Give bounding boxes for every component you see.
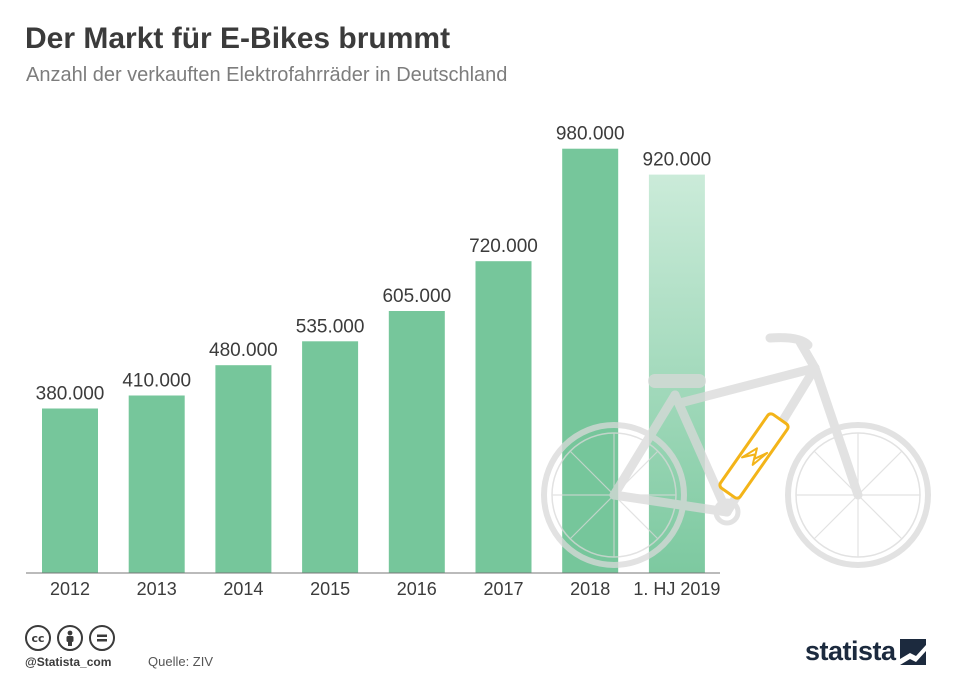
bar-chart: 380.000 2012 410.000 2013 480.000 2014 535.000… [26, 124, 931, 599]
statista-mark-icon [899, 638, 926, 665]
value-label: 380.000 [36, 384, 105, 405]
license-icons: cc [25, 625, 115, 651]
bar-2014 [215, 365, 272, 573]
statista-logo-text: statista [805, 636, 896, 666]
statista-handle: @Statista_com [25, 655, 112, 669]
category-label: 2014 [223, 579, 263, 599]
category-label: 1. HJ 2019 [633, 579, 720, 599]
category-label: 2016 [397, 579, 437, 599]
e-bike-illustration [541, 333, 931, 568]
source-note: Quelle: ZIV [148, 654, 214, 669]
value-label: 720.000 [469, 236, 538, 257]
bar-1-hj-2019 [648, 174, 705, 573]
value-label: 920.000 [643, 150, 712, 171]
value-label: 980.000 [556, 124, 625, 145]
bar-2018 [562, 148, 619, 573]
statista-logo[interactable]: statista [805, 636, 926, 667]
bar-2017 [475, 261, 532, 573]
battery-icon [718, 412, 790, 500]
value-label: 410.000 [122, 371, 191, 392]
category-label: 2018 [570, 579, 610, 599]
labels: 380.000 2012 410.000 2013 480.000 2014 535.000… [36, 124, 721, 599]
category-label: 2013 [137, 579, 177, 599]
value-label: 605.000 [382, 286, 451, 307]
chart-subtitle: Anzahl der verkauften Elektrofahrräder i… [26, 64, 508, 86]
category-label: 2017 [483, 579, 523, 599]
nd-icon [89, 625, 115, 651]
category-label: 2012 [50, 579, 90, 599]
value-label: 535.000 [296, 316, 365, 337]
bar-2015 [302, 341, 359, 573]
value-label: 480.000 [209, 340, 278, 361]
bar-2016 [388, 311, 445, 573]
bar-2012 [42, 408, 98, 573]
cc-icon: cc [25, 625, 51, 651]
by-icon [57, 625, 83, 651]
bars [42, 148, 705, 573]
chart-title: Der Markt für E-Bikes brummt [25, 22, 451, 55]
category-label: 2015 [310, 579, 350, 599]
bar-2013 [128, 395, 185, 573]
